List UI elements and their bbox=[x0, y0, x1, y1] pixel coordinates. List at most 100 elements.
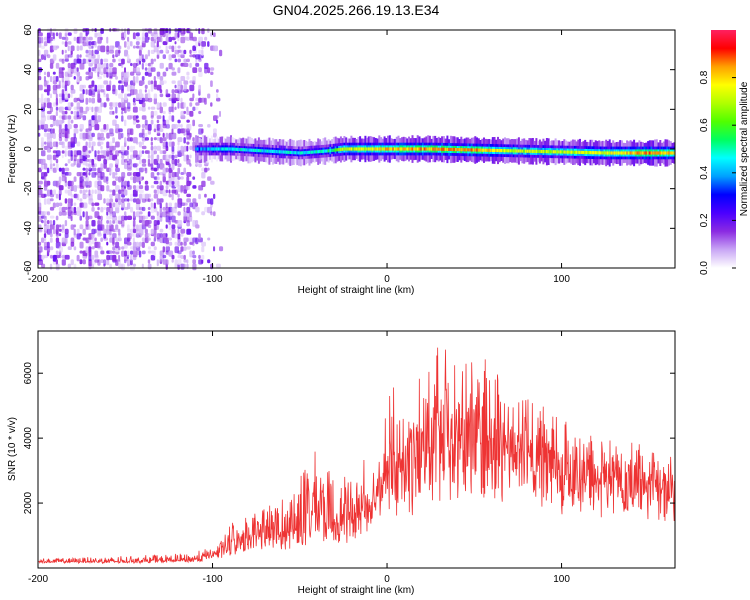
heatmap-cell bbox=[85, 97, 89, 105]
heatmap-cell bbox=[121, 215, 125, 221]
heatmap-cell bbox=[441, 147, 444, 151]
heatmap-cell bbox=[332, 148, 335, 152]
heatmap-cell bbox=[619, 151, 622, 155]
heatmap-cell bbox=[617, 151, 620, 155]
heatmap-cell bbox=[210, 67, 215, 71]
heatmap-cell bbox=[207, 259, 211, 264]
heatmap-cell bbox=[315, 150, 318, 154]
heatmap-cell bbox=[43, 89, 48, 93]
heatmap-cell bbox=[156, 224, 160, 230]
heatmap-cell bbox=[413, 147, 416, 151]
heatmap-cell bbox=[79, 54, 82, 58]
heatmap-cell bbox=[97, 180, 102, 186]
heatmap-cell bbox=[49, 163, 53, 170]
heatmap-cell bbox=[177, 45, 181, 49]
heatmap-cell bbox=[278, 150, 281, 154]
heatmap-cell bbox=[177, 124, 181, 128]
heatmap-cell bbox=[180, 185, 184, 192]
heatmap-cell bbox=[395, 147, 398, 151]
heatmap-cell bbox=[38, 28, 41, 34]
heatmap-cell bbox=[554, 150, 557, 154]
heatmap-cell bbox=[144, 215, 149, 220]
heatmap-cell bbox=[231, 147, 234, 151]
heatmap-cell bbox=[118, 254, 121, 262]
heatmap-cell bbox=[204, 36, 208, 41]
heatmap-cell bbox=[219, 246, 224, 252]
heatmap-cell bbox=[177, 167, 181, 174]
heatmap-cell bbox=[67, 45, 70, 52]
heatmap-cell bbox=[207, 176, 212, 181]
heatmap-cell bbox=[41, 158, 46, 165]
heatmap-cell bbox=[213, 45, 218, 52]
heatmap-cell bbox=[121, 97, 125, 105]
heatmap-cell bbox=[127, 215, 132, 220]
heatmap-cell bbox=[100, 141, 104, 145]
heatmap-cell bbox=[124, 215, 128, 221]
heatmap-cell bbox=[67, 32, 72, 36]
heatmap-cell bbox=[183, 189, 187, 194]
heatmap-cell bbox=[162, 132, 165, 138]
heatmap-cell bbox=[147, 246, 151, 250]
spectrogram-y-axis-label: Frequency (Hz) bbox=[7, 115, 18, 184]
heatmap-cell bbox=[364, 147, 367, 151]
heatmap-cell bbox=[41, 150, 46, 157]
heatmap-cell bbox=[85, 172, 88, 178]
heatmap-cell bbox=[189, 97, 194, 102]
heatmap-cell bbox=[213, 132, 217, 138]
heatmap-cell bbox=[88, 163, 91, 170]
heatmap-cell bbox=[141, 32, 146, 39]
heatmap-cell bbox=[97, 150, 100, 155]
heatmap-cell bbox=[603, 151, 606, 155]
heatmap-cell bbox=[519, 149, 522, 153]
heatmap-cell bbox=[127, 154, 129, 162]
heatmap-cell bbox=[82, 259, 86, 265]
heatmap-cell bbox=[545, 150, 548, 154]
heatmap-cell bbox=[434, 147, 437, 151]
heatmap-cell bbox=[573, 150, 576, 154]
heatmap-cell bbox=[474, 148, 477, 152]
heatmap-cell bbox=[106, 176, 109, 182]
heatmap-cell bbox=[55, 259, 58, 265]
heatmap-cell bbox=[94, 189, 97, 194]
heatmap-cell bbox=[61, 224, 65, 231]
heatmap-cell bbox=[490, 148, 492, 152]
heatmap-cell bbox=[38, 189, 43, 195]
heatmap-cell bbox=[207, 147, 210, 151]
heatmap-cell bbox=[165, 246, 170, 253]
heatmap-cell bbox=[183, 206, 186, 212]
heatmap-cell bbox=[135, 167, 139, 171]
heatmap-cell bbox=[46, 97, 51, 103]
heatmap-cell bbox=[88, 224, 91, 231]
heatmap-cell bbox=[150, 206, 155, 214]
heatmap-cell bbox=[174, 202, 178, 209]
heatmap-cell bbox=[64, 41, 68, 47]
heatmap-cell bbox=[138, 250, 142, 258]
heatmap-cell bbox=[132, 211, 136, 218]
heatmap-cell bbox=[100, 250, 105, 255]
heatmap-cell bbox=[64, 28, 69, 34]
heatmap-cell bbox=[162, 32, 166, 38]
heatmap-cell bbox=[61, 71, 64, 79]
heatmap-cell bbox=[70, 180, 74, 186]
heatmap-cell bbox=[79, 241, 84, 249]
heatmap-cell bbox=[207, 167, 210, 171]
heatmap-cell bbox=[85, 158, 90, 162]
heatmap-cell bbox=[41, 237, 45, 243]
heatmap-cell bbox=[124, 32, 127, 39]
heatmap-cell bbox=[73, 137, 77, 144]
heatmap-cell bbox=[219, 110, 221, 117]
heatmap-cell bbox=[303, 151, 306, 155]
heatmap-cell bbox=[132, 220, 136, 227]
heatmap-cell bbox=[189, 110, 194, 117]
heatmap-cell bbox=[627, 151, 630, 155]
heatmap-cell bbox=[192, 254, 197, 259]
heatmap-cell bbox=[130, 137, 133, 142]
heatmap-cell bbox=[165, 141, 168, 148]
heatmap-cell bbox=[547, 150, 550, 154]
heatmap-cell bbox=[70, 215, 73, 222]
heatmap-cell bbox=[308, 150, 311, 154]
heatmap-cell bbox=[67, 263, 72, 268]
heatmap-cell bbox=[88, 71, 93, 79]
heatmap-cell bbox=[91, 45, 94, 49]
heatmap-cell bbox=[437, 147, 440, 151]
